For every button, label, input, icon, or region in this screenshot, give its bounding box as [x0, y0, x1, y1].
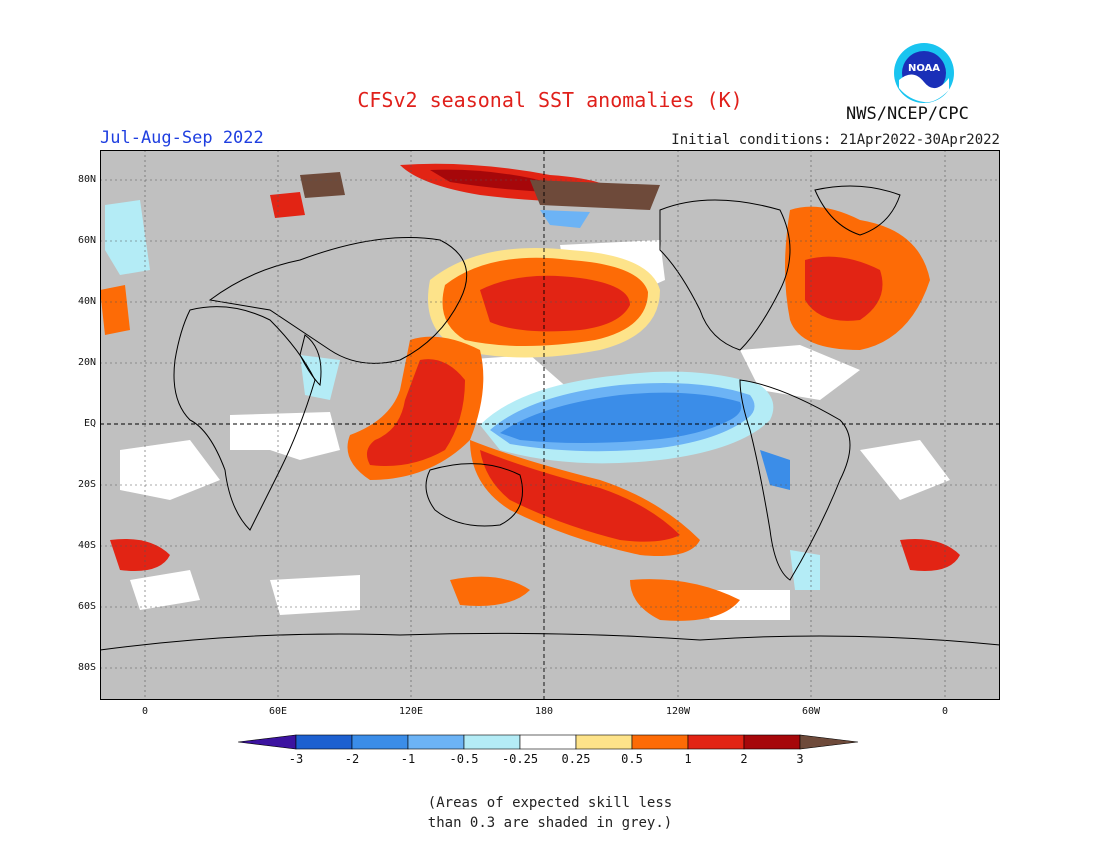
legend-color-box [687, 734, 745, 750]
lon-label: 0 [141, 706, 149, 717]
season-label: Jul-Aug-Sep 2022 [100, 128, 264, 148]
noaa-logo-icon: NOAA [894, 43, 954, 103]
color-legend [238, 734, 859, 750]
legend-tick-label: -0.5 [449, 752, 479, 766]
lat-label: 60S [77, 601, 96, 612]
legend-color-box [463, 734, 521, 750]
legend-tick-label: 0.5 [621, 752, 643, 766]
legend-color-box [519, 734, 577, 750]
map-title: CFSv2 seasonal SST anomalies (K) [357, 88, 743, 112]
legend-tick-label: 1 [684, 752, 692, 766]
legend-tick-label: 2 [740, 752, 748, 766]
legend-tick-label: -0.25 [501, 752, 539, 766]
footnote-line-2: than 0.3 are shaded in grey.) [427, 815, 673, 831]
legend-tick-label: 3 [796, 752, 804, 766]
legend-color-box [575, 734, 633, 750]
sst-anomaly-map [100, 150, 1000, 700]
lon-label: 120W [665, 706, 691, 717]
logo-text: NOAA [908, 63, 940, 74]
lat-label: 40N [77, 296, 96, 307]
lon-label: 0 [941, 706, 949, 717]
lat-label: 60N [77, 235, 96, 246]
legend-color-box [631, 734, 689, 750]
legend-color-box [295, 734, 353, 750]
initial-conditions-label: Initial conditions: 21Apr2022-30Apr2022 [671, 132, 1000, 148]
skill-footnote: (Areas of expected skill less than 0.3 a… [0, 793, 1100, 833]
legend-arrow-low [238, 734, 297, 750]
coastlines [100, 185, 1000, 651]
lat-label: 20N [77, 357, 96, 368]
lat-label: 80N [77, 174, 96, 185]
lon-label: 60E [268, 706, 288, 717]
legend-color-box [407, 734, 465, 750]
agency-label: NWS/NCEP/CPC [846, 104, 969, 124]
legend-color-box [743, 734, 801, 750]
lon-label: 120E [398, 706, 424, 717]
map-frame [100, 150, 1000, 700]
lat-label: 80S [77, 662, 96, 673]
legend-tick-label: -1 [400, 752, 416, 766]
lon-label: 60W [801, 706, 821, 717]
lat-label: 40S [77, 540, 96, 551]
legend-tick-label: -2 [344, 752, 360, 766]
legend-tick-label: -3 [288, 752, 304, 766]
lat-label: EQ [83, 418, 96, 429]
legend-color-box [351, 734, 409, 750]
footnote-line-1: (Areas of expected skill less [427, 795, 673, 811]
cold-anomaly-areas [105, 200, 820, 590]
legend-tick-label: 0.25 [561, 752, 591, 766]
lon-label: 180 [534, 706, 554, 717]
lat-label: 20S [77, 479, 96, 490]
warm-anomaly-areas [100, 163, 960, 621]
grid-lines [100, 150, 1000, 700]
legend-arrow-high [799, 734, 859, 750]
equator-and-dateline [100, 150, 1000, 700]
